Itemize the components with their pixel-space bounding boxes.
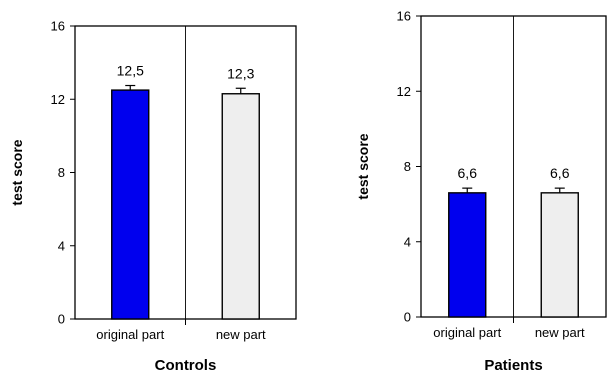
y-tick-label: 8: [404, 159, 411, 174]
x-category-label: original part: [96, 327, 164, 342]
y-axis-label: test score: [9, 139, 25, 205]
data-label: 6,6: [458, 165, 478, 181]
data-label: 6,6: [550, 165, 570, 181]
y-tick-label: 16: [397, 9, 411, 24]
y-axis-label: test score: [355, 133, 371, 199]
bar: [221, 93, 260, 320]
y-tick-label: 12: [397, 84, 411, 99]
bar: [111, 89, 150, 320]
y-tick-label: 4: [404, 234, 411, 249]
chart-title: Patients: [484, 357, 542, 374]
y-tick-label: 12: [51, 92, 65, 107]
chart-patients: 0 4 8 12 16 test score 6,6 original part 6,6 new …: [355, 9, 607, 374]
chart-controls: 0 4 8 12 16 test score 12,5 original part 12,3 ne…: [9, 19, 297, 374]
y-tick-label: 0: [58, 312, 65, 327]
x-category-label: new part: [216, 327, 266, 342]
y-tick-label: 8: [58, 165, 65, 180]
y-tick-label: 4: [58, 238, 65, 253]
data-label: 12,5: [117, 63, 144, 79]
x-category-label: new part: [535, 325, 585, 340]
y-tick-label: 0: [404, 310, 411, 325]
bar: [448, 192, 487, 318]
bar: [540, 192, 579, 318]
y-tick-label: 16: [51, 19, 65, 34]
x-category-label: original part: [433, 325, 501, 340]
data-label: 12,3: [227, 65, 254, 81]
chart-title: Controls: [155, 357, 217, 374]
